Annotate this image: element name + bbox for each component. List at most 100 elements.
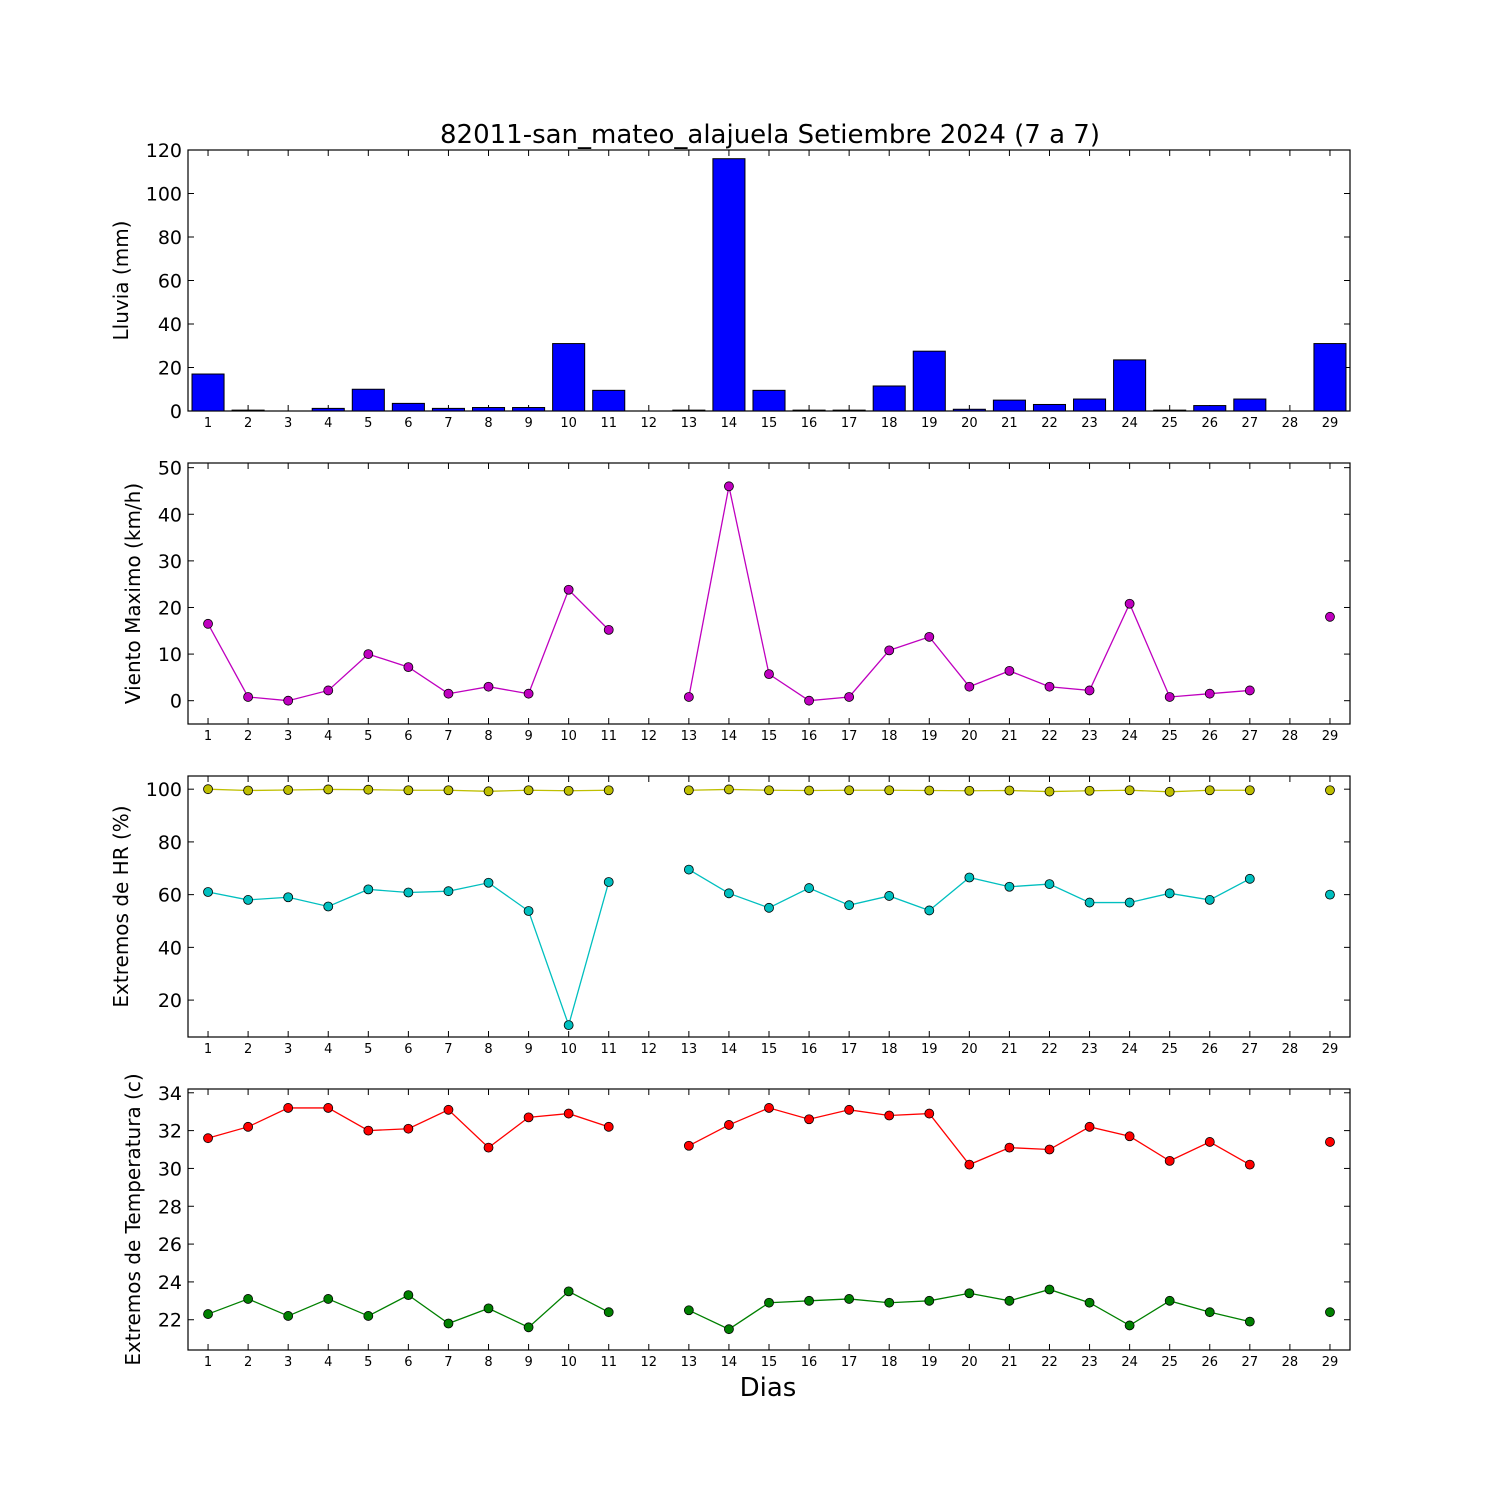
data-point-day-9 <box>523 906 534 916</box>
data-point-day-7 <box>443 1104 454 1115</box>
y-tick-label: 60 <box>158 271 182 293</box>
data-point-day-18 <box>884 1110 895 1121</box>
x-tick-label: 1 <box>204 416 212 431</box>
rain-bar-day-26 <box>1193 405 1227 412</box>
data-point-day-29 <box>1325 785 1335 796</box>
data-point-day-4 <box>323 901 334 912</box>
x-tick-label: 27 <box>1242 1355 1259 1370</box>
data-point-day-26 <box>1204 785 1215 796</box>
x-tick-label: 20 <box>961 1355 978 1370</box>
data-point-day-22 <box>1044 1284 1055 1295</box>
data-point-day-24 <box>1124 1320 1135 1331</box>
rain-bar-day-29 <box>1313 343 1347 412</box>
x-tick-label: 24 <box>1121 1355 1138 1370</box>
data-point-day-29 <box>1325 1137 1335 1147</box>
y-tick-label: 24 <box>158 1272 182 1294</box>
data-point-day-21 <box>1004 665 1015 676</box>
data-point-day-2 <box>243 1121 254 1132</box>
data-point-day-18 <box>884 645 895 656</box>
x-tick-label: 29 <box>1322 1355 1339 1370</box>
data-point-day-19 <box>924 1108 935 1119</box>
y-tick-label: 26 <box>158 1234 182 1256</box>
x-tick-label: 6 <box>404 729 412 744</box>
data-point-day-3 <box>283 1311 294 1321</box>
data-point-day-16 <box>804 785 814 796</box>
x-tick-label: 7 <box>444 729 452 744</box>
x-tick-label: 25 <box>1161 1355 1178 1370</box>
x-tick-label: 10 <box>560 729 577 744</box>
data-point-day-10 <box>563 1108 574 1119</box>
rain-bar-day-18 <box>872 385 906 412</box>
x-tick-label: 5 <box>364 1355 372 1370</box>
rain-bar-day-24 <box>1113 359 1147 412</box>
rain-bar-day-1 <box>191 373 225 412</box>
x-tick-label: 21 <box>1001 1042 1018 1057</box>
data-point-day-5 <box>363 1311 374 1321</box>
x-tick-label: 21 <box>1001 416 1018 431</box>
data-point-day-16 <box>804 1295 814 1306</box>
data-point-day-22 <box>1044 1144 1055 1155</box>
x-tick-label: 28 <box>1282 729 1299 744</box>
x-tick-label: 22 <box>1041 1355 1058 1370</box>
data-point-day-3 <box>283 1103 294 1113</box>
data-point-day-2 <box>243 785 254 796</box>
rain-bar-day-8 <box>471 407 506 412</box>
x-tick-label: 5 <box>364 1042 372 1057</box>
data-point-day-23 <box>1084 685 1095 696</box>
x-tick-label: 14 <box>721 1355 738 1370</box>
data-point-day-19 <box>924 785 935 796</box>
data-point-day-11 <box>603 624 614 635</box>
data-point-day-21 <box>1004 1295 1015 1306</box>
x-tick-label: 5 <box>364 729 372 744</box>
rain-bar-day-9 <box>512 407 546 412</box>
x-tick-label: 16 <box>801 729 818 744</box>
x-tick-label: 1 <box>204 1355 212 1370</box>
data-point-day-7 <box>443 886 454 897</box>
x-tick-label: 11 <box>600 1042 617 1057</box>
x-tick-label: 6 <box>404 1042 412 1057</box>
y-tick-label: 0 <box>170 401 182 423</box>
data-point-day-17 <box>844 785 855 796</box>
data-point-day-15 <box>764 1103 774 1113</box>
data-point-day-15 <box>764 1297 774 1308</box>
rain-bar-day-7 <box>431 407 465 412</box>
data-point-day-15 <box>764 669 774 680</box>
x-tick-label: 7 <box>444 1355 452 1370</box>
data-point-day-24 <box>1124 598 1135 609</box>
data-point-day-14 <box>724 784 734 795</box>
data-point-day-27 <box>1244 873 1255 884</box>
rain-bar-day-5 <box>351 388 385 412</box>
data-point-day-7 <box>443 688 454 699</box>
x-tick-label: 27 <box>1242 416 1259 431</box>
x-tick-label: 23 <box>1081 416 1098 431</box>
x-tick-label: 8 <box>484 416 492 431</box>
x-tick-label: 29 <box>1322 729 1339 744</box>
data-point-day-11 <box>603 1121 614 1132</box>
data-point-day-19 <box>924 1295 935 1306</box>
x-tick-label: 12 <box>641 1042 658 1057</box>
x-tick-label: 27 <box>1242 729 1259 744</box>
data-point-day-4 <box>323 784 334 795</box>
x-tick-label: 22 <box>1041 416 1058 431</box>
x-tick-label: 29 <box>1322 416 1339 431</box>
data-point-day-25 <box>1164 1155 1175 1166</box>
x-axis-label: Dias <box>740 1373 797 1403</box>
rain-bar-day-22 <box>1032 403 1067 412</box>
x-tick-label: 21 <box>1001 729 1018 744</box>
x-tick-label: 16 <box>801 1042 818 1057</box>
x-tick-label: 20 <box>961 729 978 744</box>
rain-bar-day-11 <box>592 389 626 412</box>
data-point-day-9 <box>523 1112 534 1123</box>
data-point-day-9 <box>523 785 534 796</box>
y-tick-label: 20 <box>158 358 182 380</box>
x-tick-label: 25 <box>1161 729 1178 744</box>
y-tick-label: 120 <box>146 140 182 162</box>
rain-bar-day-4 <box>311 407 345 412</box>
x-tick-label: 14 <box>721 729 738 744</box>
x-tick-label: 4 <box>324 1042 332 1057</box>
data-point-day-13 <box>683 864 694 875</box>
x-tick-label: 20 <box>961 416 978 431</box>
series-line <box>688 1107 1251 1166</box>
data-point-day-5 <box>363 884 374 895</box>
